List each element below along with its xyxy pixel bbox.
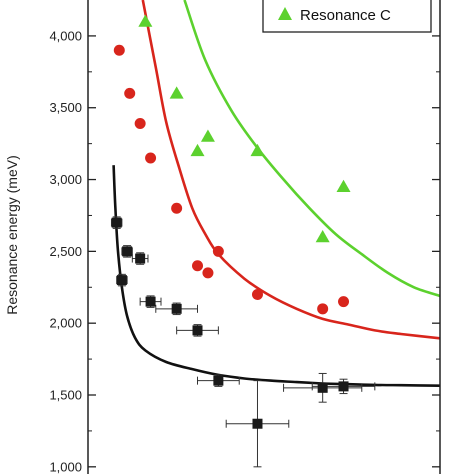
- legend-label-resonance-c: Resonance C: [300, 7, 391, 24]
- series-0-point-4: [250, 143, 265, 157]
- series-1-point-9: [317, 303, 329, 315]
- series-1-point-10: [338, 296, 350, 308]
- series-2-point-1: [116, 275, 127, 286]
- fit-curve-0: [183, 0, 440, 298]
- series-2-point-8: [252, 418, 263, 429]
- y-tick-label-4: 3,000: [49, 172, 82, 187]
- series-2-point-10: [338, 381, 349, 392]
- series-1-point-3: [145, 152, 157, 164]
- series-2-point-3: [135, 253, 146, 264]
- fit-curves: [112, 0, 440, 387]
- y-tick-label-6: 4,000: [49, 28, 82, 43]
- series-1-point-7: [212, 245, 224, 257]
- legend-box: [262, 0, 432, 33]
- series-2-point-9: [317, 382, 328, 393]
- legend: Resonance C: [262, 0, 432, 33]
- series-0-point-5: [315, 230, 330, 243]
- series-1-point-6: [202, 267, 214, 279]
- y-tick-label-0: 1,000: [49, 459, 82, 474]
- y-tick-label-2: 2,000: [49, 316, 82, 331]
- series-2-point-7: [213, 375, 224, 386]
- series-1-point-5: [192, 260, 204, 272]
- series-0-point-6: [336, 179, 351, 192]
- series-2-point-2: [122, 246, 133, 257]
- y-tick-label-1: 1,500: [49, 388, 82, 403]
- series-0-point-0: [138, 14, 153, 27]
- series-2-point-0: [111, 217, 122, 228]
- axes: 1,000 1,500 2,000 2,500 3,000 3,500 4,000 Reson…: [4, 0, 441, 474]
- y-axis-label: Resonance energy (meV): [4, 155, 20, 315]
- series-1-point-1: [124, 87, 136, 99]
- error-bars: [110, 216, 376, 468]
- legend-marker-resonance-c: [278, 7, 292, 20]
- data-points: [111, 14, 351, 429]
- series-2-point-4: [145, 296, 156, 307]
- y-tick-label-5: 3,500: [49, 100, 82, 115]
- series-0-point-2: [190, 143, 205, 157]
- series-2-point-6: [192, 325, 203, 336]
- series-1-point-4: [171, 202, 183, 214]
- y-tick-label-3: 2,500: [49, 244, 82, 259]
- fit-curve-1: [141, 0, 440, 340]
- series-1-point-8: [251, 288, 263, 300]
- series-0-point-1: [169, 86, 184, 99]
- series-2-point-5: [171, 303, 182, 314]
- series-1-point-2: [134, 118, 146, 130]
- series-0-point-3: [200, 129, 215, 142]
- series-1-point-0: [113, 44, 125, 56]
